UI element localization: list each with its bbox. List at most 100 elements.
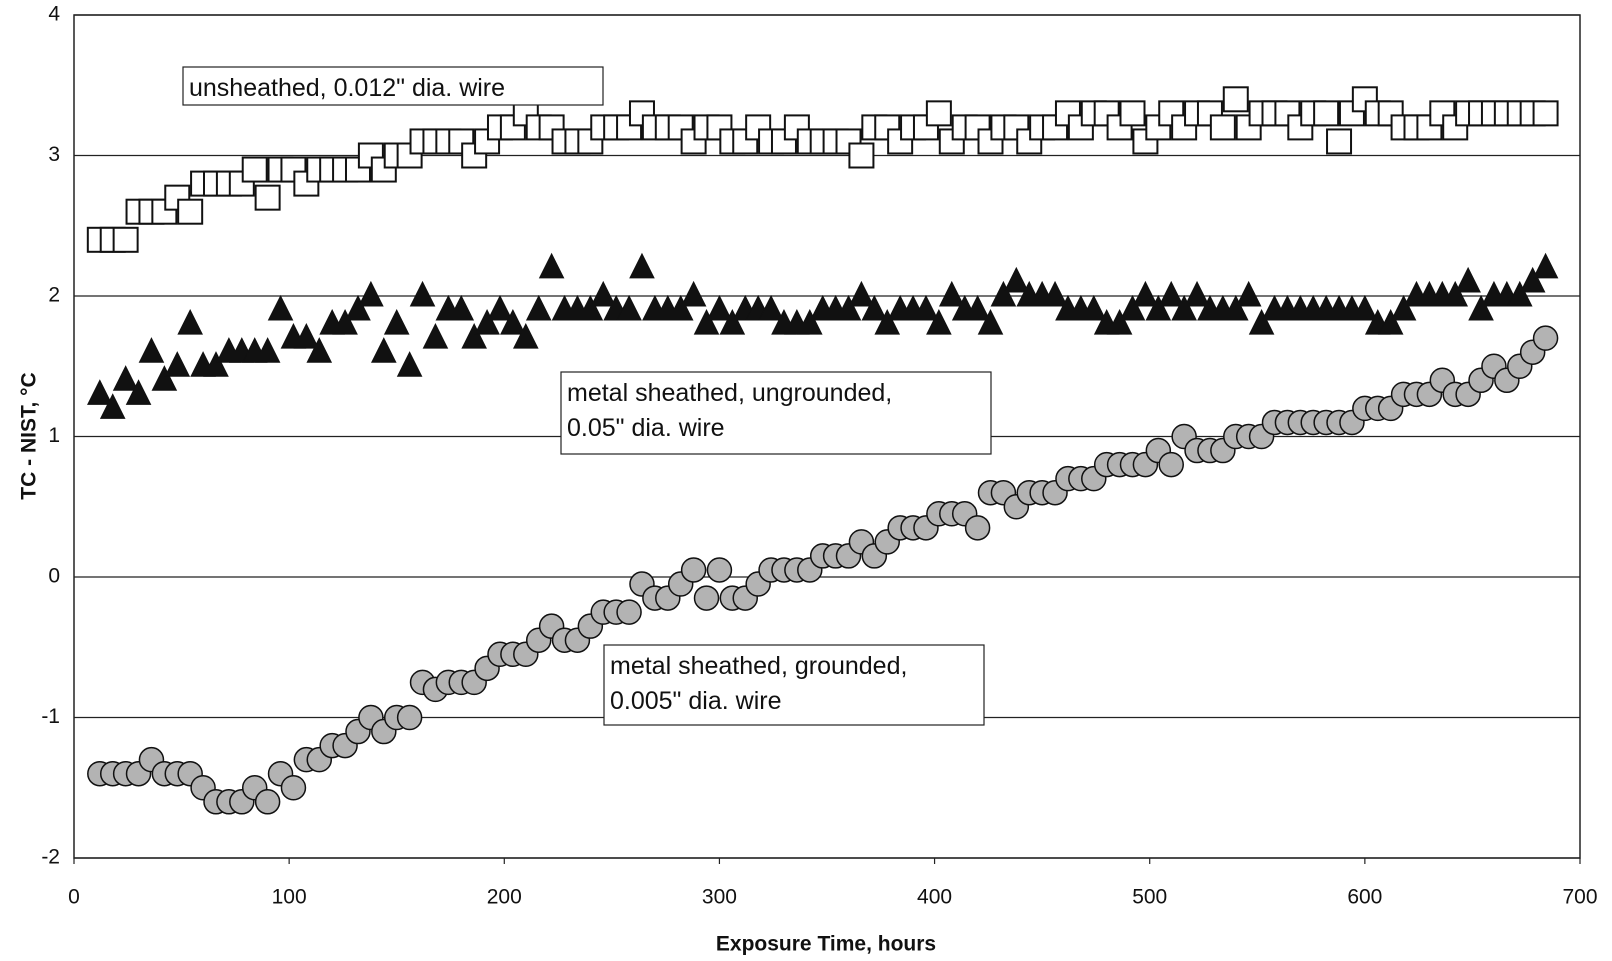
square-marker (1222, 86, 1249, 113)
x-tick-label: 400 (917, 886, 952, 909)
circle-marker (616, 599, 642, 625)
triangle-marker (964, 294, 991, 321)
square-marker (925, 100, 952, 127)
annotation-text: 0.005" dia. wire (610, 687, 781, 715)
triangle-marker (913, 294, 939, 321)
triangle-marker (938, 280, 965, 307)
x-tick-label: 0 (68, 886, 80, 909)
triangle-marker (525, 294, 552, 321)
triangle-marker (1442, 280, 1469, 307)
y-tick-label: 4 (48, 3, 60, 26)
triangle-marker (203, 351, 229, 377)
circle-marker (1158, 451, 1184, 478)
circle-marker (280, 775, 307, 801)
triangle-marker (383, 308, 410, 335)
triangle-marker (1080, 294, 1107, 321)
triangle-marker (1119, 294, 1146, 321)
x-tick-label: 600 (1347, 886, 1382, 909)
triangle-marker (422, 323, 449, 349)
triangle-marker (667, 294, 694, 321)
y-tick-label: 1 (48, 424, 60, 447)
triangle-marker (1132, 280, 1159, 307)
square-marker (1313, 100, 1340, 127)
y-tick-label: 0 (48, 565, 60, 588)
y-tick-label: -2 (41, 846, 60, 869)
triangle-marker (87, 379, 113, 405)
plot-frame (73, 14, 1581, 859)
triangle-marker (1222, 294, 1249, 321)
triangle-marker (345, 294, 371, 321)
triangle-marker (926, 308, 952, 335)
triangle-marker (758, 294, 784, 321)
triangle-marker (500, 308, 526, 335)
triangle-marker (99, 393, 126, 419)
triangle-marker (267, 294, 294, 321)
triangle-marker (1377, 308, 1404, 335)
triangle-marker (1106, 308, 1133, 335)
triangle-marker (616, 294, 642, 321)
triangle-marker (719, 308, 746, 335)
triangle-marker (848, 280, 875, 307)
triangle-marker (1235, 280, 1262, 307)
annotation-text: 0.05" dia. wire (567, 414, 725, 442)
x-tick-label: 300 (702, 886, 737, 909)
x-tick-label: 200 (487, 886, 522, 909)
triangle-marker (409, 280, 436, 307)
circle-marker (254, 789, 281, 815)
annotation-box (560, 371, 992, 455)
triangle-marker (1171, 294, 1197, 321)
triangle-marker (874, 308, 901, 335)
triangle-marker (590, 280, 617, 307)
triangle-marker (461, 323, 487, 349)
x-axis-title: Exposure Time, hours (716, 933, 936, 956)
triangle-marker (1390, 294, 1417, 321)
circle-marker (693, 585, 720, 611)
triangle-marker (487, 294, 513, 321)
circle-marker (396, 704, 423, 731)
triangle-marker (151, 365, 178, 391)
triangle-marker (474, 308, 500, 335)
square-marker (1209, 114, 1236, 141)
triangle-marker (629, 252, 655, 279)
triangle-marker (512, 323, 539, 349)
x-tick-label: 700 (1562, 886, 1597, 909)
triangle-marker (396, 351, 423, 377)
annotation-text: metal sheathed, grounded, (610, 652, 907, 680)
y-tick-label: -1 (41, 705, 60, 728)
triangle-marker (1468, 294, 1494, 321)
square-marker (1119, 100, 1146, 127)
square-marker (254, 184, 281, 211)
triangle-marker (538, 252, 565, 279)
x-tick-label: 500 (1132, 886, 1167, 909)
triangle-marker (861, 294, 888, 321)
triangle-marker (448, 294, 475, 321)
triangle-marker (1248, 308, 1275, 335)
triangle-marker (1003, 266, 1030, 293)
y-tick-label: 3 (48, 143, 60, 166)
square-marker (1532, 100, 1559, 127)
triangle-marker (306, 337, 333, 363)
triangle-marker (1184, 280, 1210, 307)
triangle-marker (977, 308, 1004, 335)
triangle-marker (1042, 280, 1068, 307)
annotation-text: metal sheathed, ungrounded, (567, 379, 892, 407)
y-axis-title: TC - NIST, °C (18, 372, 41, 499)
triangle-marker (1158, 280, 1185, 307)
triangle-marker (164, 351, 191, 377)
triangle-marker (1352, 294, 1378, 321)
annotation-text: unsheathed, 0.012" dia. wire (189, 74, 505, 102)
triangle-marker (706, 294, 733, 321)
triangle-marker (990, 280, 1017, 307)
triangle-marker (1145, 294, 1172, 321)
square-marker (112, 226, 139, 253)
triangle-marker (254, 337, 281, 363)
triangle-marker (1455, 266, 1481, 293)
circle-marker (680, 557, 707, 583)
triangle-marker (1532, 252, 1559, 279)
triangle-marker (332, 308, 358, 335)
triangle-marker (796, 308, 823, 335)
triangle-marker (138, 337, 165, 363)
triangle-marker (577, 294, 604, 321)
